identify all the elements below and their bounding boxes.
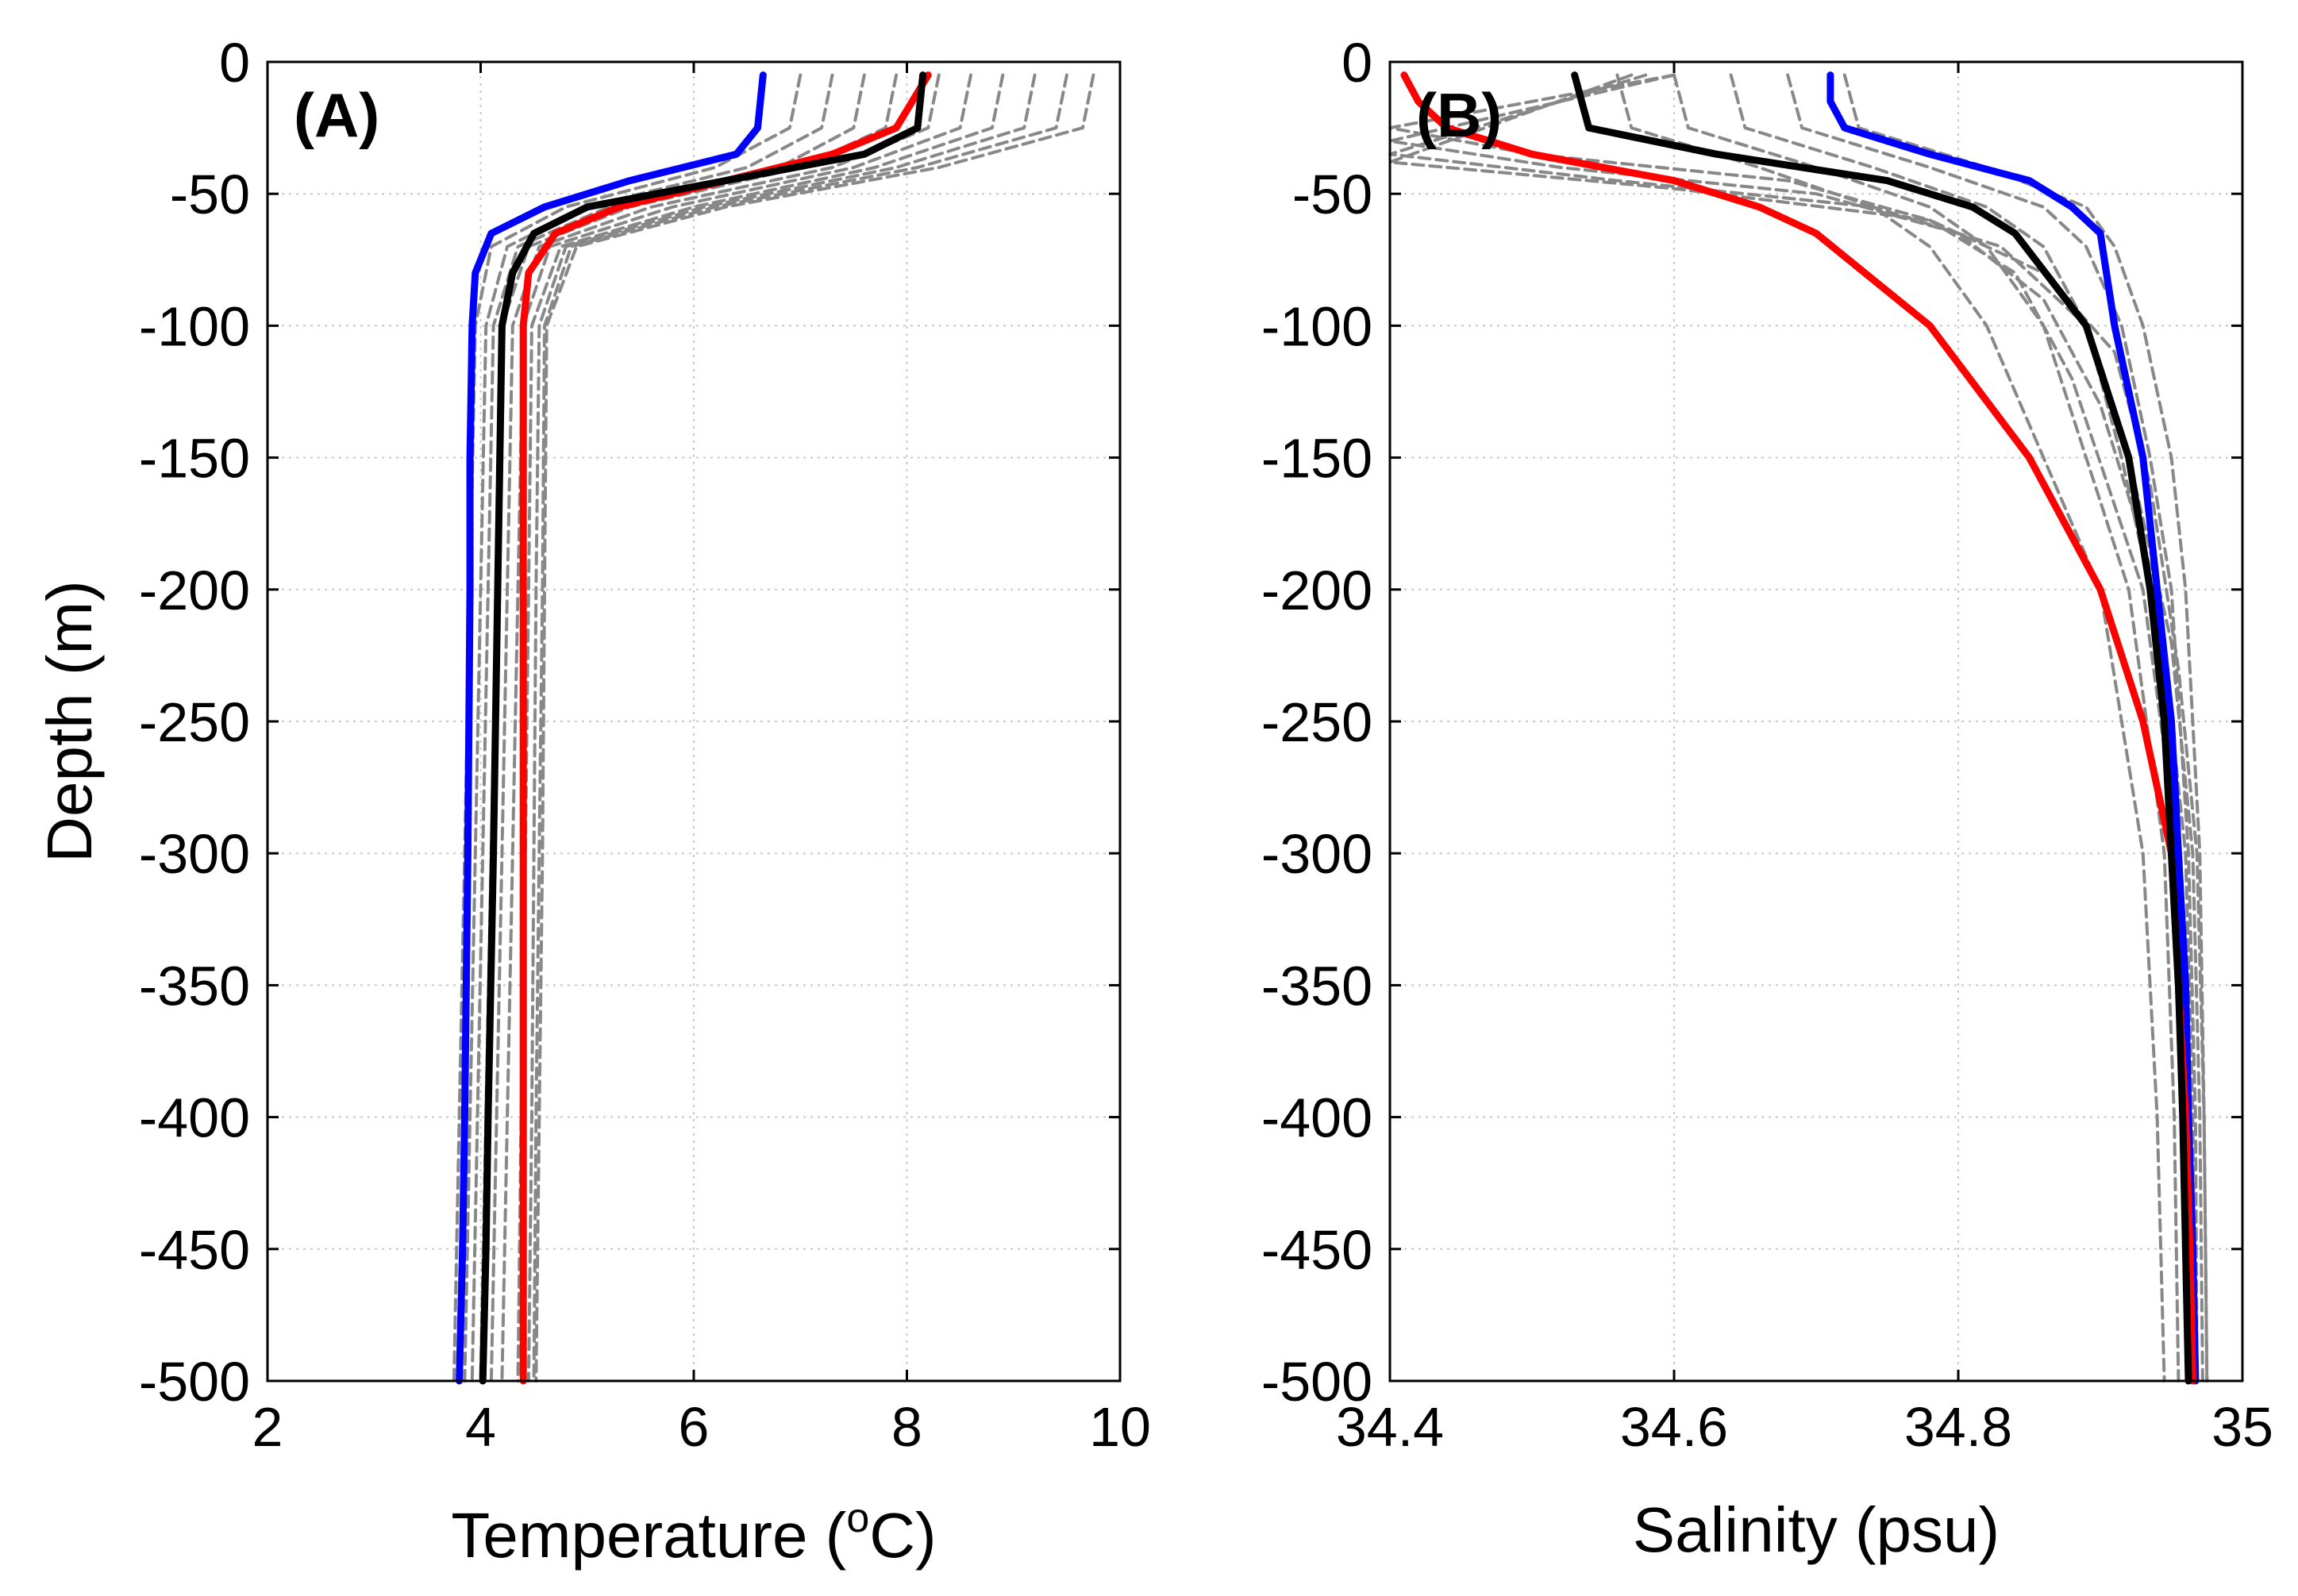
- salinity-series: [1388, 71, 2209, 1385]
- temperature-black-profile-line: [479, 71, 927, 1385]
- salinity-xtick-label: 35: [2211, 1396, 2273, 1458]
- temperature-grid: [268, 62, 1120, 1381]
- temperature-blue-profile-line: [456, 71, 767, 1385]
- salinity-ytick-label: -50: [1292, 163, 1372, 225]
- salinity-xtick-label: 34.4: [1336, 1396, 1444, 1458]
- temperature-ytick-label: -500: [139, 1351, 250, 1413]
- salinity-xtick-label: 34.8: [1904, 1396, 2012, 1458]
- temperature-xtick-label: 8: [891, 1396, 922, 1458]
- salinity-panel: 34.4 34.6 34.8 35 0 -50 -100 -150 -200 -250 -300 -3…: [1261, 32, 2273, 1565]
- temperature-ticks: 2 4 6 8 10 0 -50 -100 -150 -200 -250 -300 -350 -400 -4…: [139, 32, 1151, 1458]
- salinity-ytick-label: 0: [1341, 32, 1372, 94]
- temperature-xlabel-unit: C): [869, 1500, 936, 1571]
- depth-axis-title: Depth (m): [34, 580, 105, 863]
- salinity-ytick-label: -100: [1261, 295, 1372, 357]
- salinity-black-profile-line: [1571, 71, 2192, 1385]
- salinity-gray-profile-4-line: [1786, 73, 2199, 1383]
- salinity-gray-profile-9-line: [1388, 73, 2209, 1383]
- temperature-ytick-label: -200: [139, 560, 250, 621]
- temperature-ytick-label: 0: [219, 32, 250, 94]
- temperature-panel: 2 4 6 8 10 0 -50 -100 -150 -200 -250 -300 -350 -400 -4…: [34, 32, 1151, 1571]
- temperature-xtick-label: 6: [679, 1396, 710, 1458]
- temperature-x-axis-title: Temperature (oC): [451, 1495, 936, 1571]
- salinity-ytick-label: -400: [1261, 1087, 1372, 1149]
- salinity-ytick-label: -450: [1261, 1219, 1372, 1281]
- degree-superscript: o: [846, 1495, 869, 1541]
- temperature-gray-profile-6-line: [500, 73, 972, 1383]
- temperature-gray-profile-1-line: [452, 73, 803, 1383]
- temperature-gray-profile-2-line: [463, 73, 834, 1383]
- temperature-ytick-label: -400: [139, 1087, 250, 1149]
- panel-label-b: (B): [1416, 80, 1502, 150]
- salinity-ytick-label: -300: [1261, 823, 1372, 885]
- salinity-x-axis-title: Salinity (psu): [1633, 1494, 2000, 1565]
- temperature-red-profile-line: [519, 71, 932, 1385]
- temperature-gray-profile-8-line: [526, 73, 1037, 1383]
- temperature-ytick-label: -350: [139, 955, 250, 1017]
- salinity-gray-profile-5-line: [1842, 73, 2209, 1383]
- salinity-ytick-label: -350: [1261, 955, 1372, 1017]
- salinity-plot-area: [1390, 62, 2242, 1381]
- salinity-xtick-label: 34.6: [1620, 1396, 1728, 1458]
- salinity-ytick-label: -500: [1261, 1351, 1372, 1413]
- temperature-xtick-label: 10: [1089, 1396, 1151, 1458]
- temperature-ytick-label: -300: [139, 823, 250, 885]
- temperature-ytick-label: -100: [139, 295, 250, 357]
- temperature-ytick-label: -250: [139, 691, 250, 753]
- salinity-ytick-label: -250: [1261, 691, 1372, 753]
- temperature-ytick-label: -150: [139, 428, 250, 490]
- salinity-blue-profile-line: [1826, 71, 2200, 1385]
- salinity-ticks: 34.4 34.6 34.8 35 0 -50 -100 -150 -200 -250 -300 -3…: [1261, 32, 2273, 1458]
- temperature-gray-profile-9-line: [532, 73, 1068, 1383]
- temperature-gray-profile-3-line: [470, 73, 866, 1383]
- temperature-xtick-label: 2: [252, 1396, 283, 1458]
- salinity-gray-profile-7-line: [1388, 73, 2197, 1383]
- salinity-ytick-label: -200: [1261, 560, 1372, 621]
- salinity-grid: [1390, 62, 2242, 1381]
- temperature-ytick-label: -450: [139, 1219, 250, 1281]
- temperature-xtick-label: 4: [465, 1396, 496, 1458]
- salinity-ytick-label: -150: [1261, 428, 1372, 490]
- temperature-ytick-label: -50: [170, 163, 250, 225]
- panel-label-a: (A): [294, 80, 379, 150]
- temperature-gray-profile-10-line: [534, 73, 1095, 1383]
- temperature-xlabel-text: Temperature (: [451, 1500, 846, 1571]
- temperature-series: [452, 71, 1095, 1385]
